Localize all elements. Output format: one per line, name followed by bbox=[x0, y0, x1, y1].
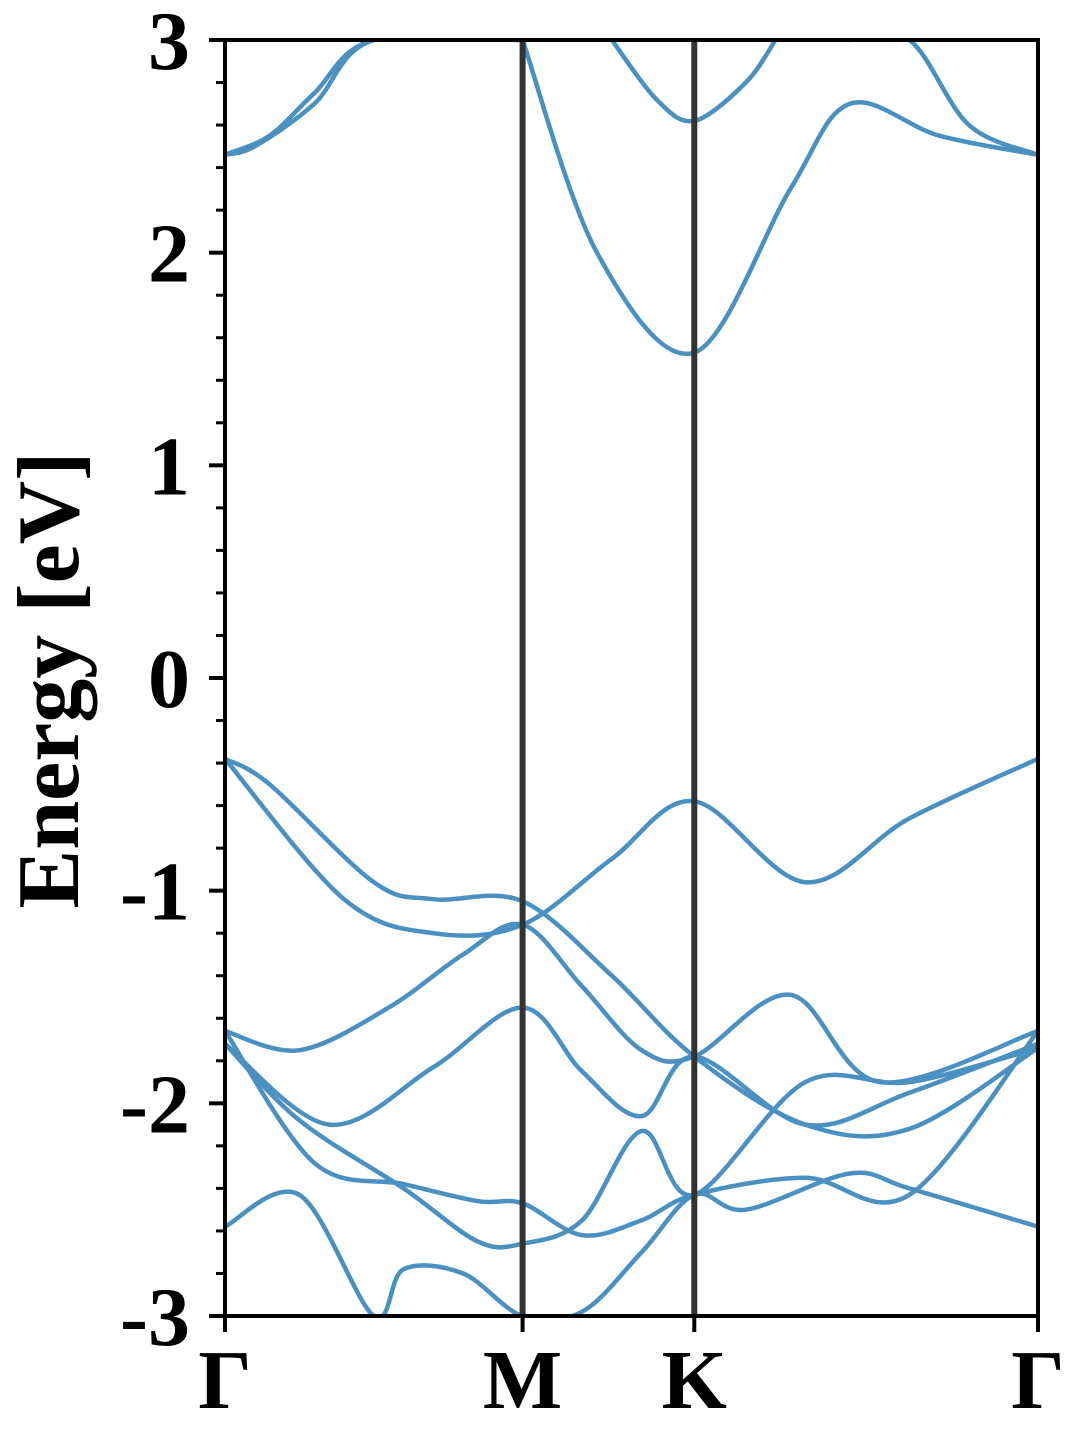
x-tick-label: Γ bbox=[1011, 1334, 1064, 1427]
band-line-12 bbox=[847, 40, 1038, 158]
band-line-4 bbox=[225, 1005, 1038, 1128]
y-tick-label: 3 bbox=[148, 0, 190, 88]
band-line-5 bbox=[225, 1028, 1038, 1238]
x-tick-label: Γ bbox=[198, 1334, 251, 1427]
band-line-9 bbox=[225, 40, 525, 158]
band-line-10 bbox=[520, 40, 1038, 357]
high-symmetry-lines bbox=[519, 40, 698, 1316]
y-tick-label: -2 bbox=[120, 1058, 190, 1151]
band-lines bbox=[225, 40, 1038, 1316]
y-tick-label: 0 bbox=[148, 633, 190, 726]
y-tick-label: 1 bbox=[148, 420, 190, 513]
y-axis-ticks: -3 -2 -1 0 1 2 3 bbox=[120, 0, 225, 1364]
band-line-1 bbox=[225, 756, 1038, 1139]
y-axis-label: Energy [eV] bbox=[1, 452, 98, 909]
y-tick-label: -3 bbox=[120, 1271, 190, 1364]
band-line-3 bbox=[225, 921, 1038, 1085]
band-line-7 bbox=[225, 1170, 1038, 1316]
band-line-2 bbox=[225, 756, 1038, 938]
y-tick-label: -1 bbox=[120, 846, 190, 939]
y-tick-label: 2 bbox=[148, 208, 190, 301]
x-tick-label: K bbox=[662, 1334, 727, 1427]
band-line-6 bbox=[225, 1041, 1038, 1250]
x-tick-label: M bbox=[483, 1334, 562, 1427]
